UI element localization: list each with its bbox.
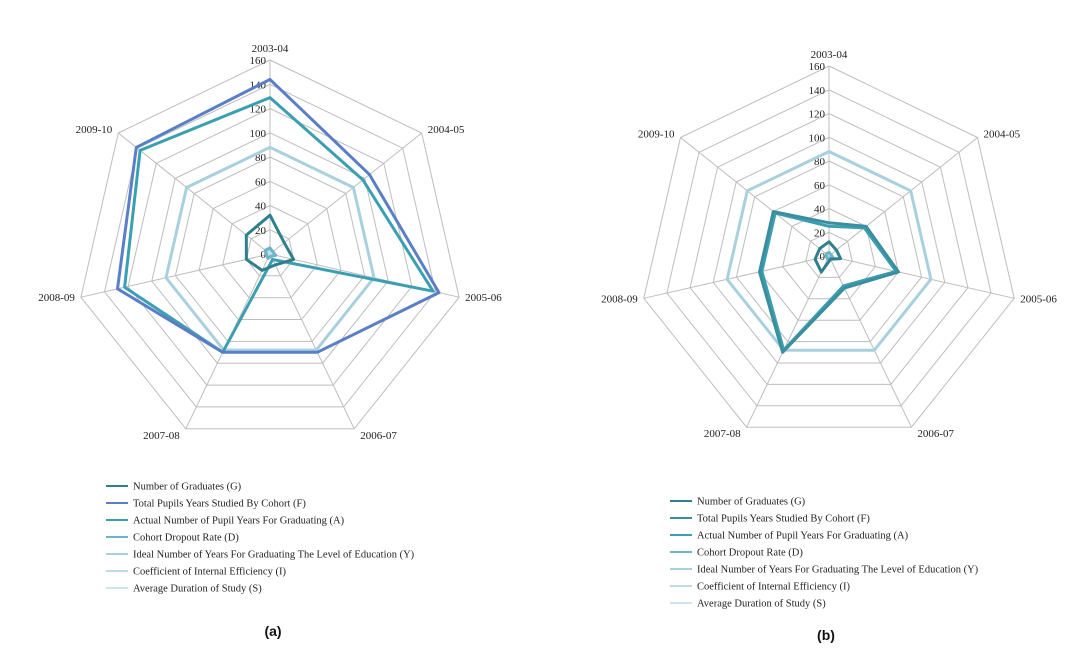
tick-label: 40 <box>814 204 826 216</box>
series-line <box>813 240 843 274</box>
legend-entry: Actual Number of Pupil Years For Graduat… <box>697 531 909 542</box>
legend-entry: Number of Graduates (G) <box>697 497 806 508</box>
category-label: 2005-06 <box>465 292 502 304</box>
series-line <box>263 246 278 260</box>
legend-entry: Average Duration of Study (S) <box>697 599 826 610</box>
radar-panel-a: 0204060801001201401602003-042004-052005-… <box>38 43 502 639</box>
axis-spoke <box>828 255 912 428</box>
legend-entry: Total Pupils Years Studied By Cohort (F) <box>133 499 306 510</box>
legend-entry: Total Pupils Years Studied By Cohort (F) <box>697 514 870 525</box>
axis-spoke <box>117 132 271 255</box>
tick-label: 0 <box>820 251 826 263</box>
grid-ring <box>127 107 413 386</box>
grid-ring <box>80 59 460 430</box>
category-label: 2006-07 <box>917 428 954 440</box>
tick-label: 140 <box>809 85 826 97</box>
axis-spoke <box>80 253 271 298</box>
grid-ring <box>151 132 389 364</box>
tick-label: 40 <box>255 201 267 213</box>
category-label: 2004-05 <box>428 124 465 136</box>
tick-label: 160 <box>250 55 267 67</box>
axis-spoke <box>269 132 423 255</box>
tick-label: 80 <box>255 152 267 164</box>
grid-ring <box>712 136 946 364</box>
legend-entry: Coefficient of Internal Efficiency (I) <box>697 582 850 593</box>
tick-label: 60 <box>255 176 267 188</box>
category-label: 2005-06 <box>1020 293 1057 305</box>
legend-entry: Ideal Number of Years For Graduating The… <box>133 550 415 561</box>
category-label: 2007-08 <box>704 428 741 440</box>
axis-spoke <box>680 137 830 257</box>
category-label: 2008-09 <box>38 292 75 304</box>
legend-entry: Coefficient of Internal Efficiency (I) <box>133 567 286 578</box>
panel-label: (a) <box>264 623 281 639</box>
tick-label: 120 <box>809 109 826 121</box>
grid-ring <box>245 229 295 277</box>
legend-entry: Actual Number of Pupil Years For Graduat… <box>133 516 345 527</box>
legend-entry: Number of Graduates (G) <box>133 482 242 493</box>
category-label: 2004-05 <box>984 129 1021 141</box>
category-label: 2009-10 <box>76 124 113 136</box>
tick-label: 20 <box>255 225 267 237</box>
series-line <box>244 213 296 272</box>
series-line <box>758 210 900 354</box>
legend-entry: Average Duration of Study (S) <box>133 584 262 595</box>
series-line <box>164 145 376 352</box>
grid-ring <box>174 156 366 342</box>
panel-label: (b) <box>817 627 835 643</box>
tick-label: 120 <box>250 104 267 116</box>
axis-spoke <box>828 137 978 257</box>
tick-label: 80 <box>814 156 826 168</box>
axis-spoke <box>269 253 355 430</box>
grid-ring <box>198 180 342 320</box>
grid-ring <box>735 160 923 343</box>
category-label: 2009-10 <box>638 129 675 141</box>
series-line <box>116 77 441 354</box>
legend-entry: Cohort Dropout Rate (D) <box>697 548 803 559</box>
category-label: 2003-04 <box>252 43 289 55</box>
legend-entry: Ideal Number of Years For Graduating The… <box>697 565 979 576</box>
grid-ring <box>222 204 318 299</box>
grid-ring <box>666 89 992 407</box>
category-label: 2003-04 <box>811 49 848 61</box>
tick-label: 20 <box>814 227 826 239</box>
tick-label: 100 <box>809 132 826 144</box>
series-line <box>824 250 834 261</box>
axis-spoke <box>746 255 830 428</box>
axis-spoke <box>828 255 1015 299</box>
grid-ring <box>689 112 969 385</box>
grid-ring <box>643 65 1015 428</box>
tick-label: 0 <box>261 249 267 261</box>
tick-label: 100 <box>250 128 267 140</box>
axis-spoke <box>643 255 830 299</box>
category-label: 2007-08 <box>143 430 180 442</box>
series-line <box>725 150 933 352</box>
tick-label: 60 <box>814 180 826 192</box>
category-label: 2006-07 <box>360 430 397 442</box>
grid-ring <box>805 231 853 278</box>
tick-label: 160 <box>809 61 826 73</box>
legend-entry: Cohort Dropout Rate (D) <box>133 533 239 544</box>
series-line <box>123 96 435 354</box>
category-label: 2008-09 <box>601 293 638 305</box>
